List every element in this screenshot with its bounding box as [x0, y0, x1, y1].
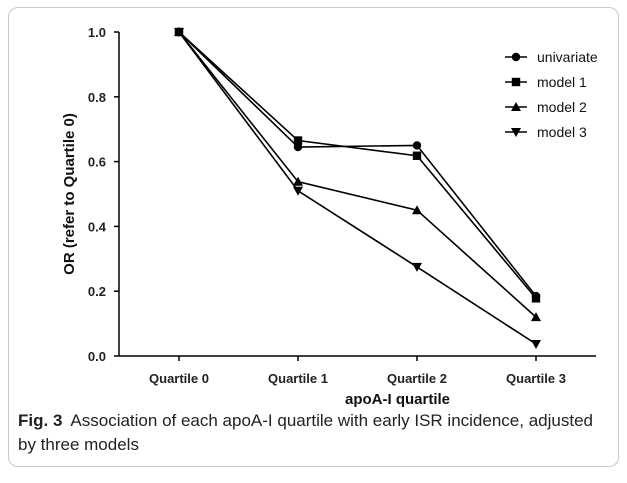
x-axis-title: apoA-I quartile: [345, 391, 450, 407]
legend-label: model 3: [537, 124, 587, 140]
series-model-3: [174, 28, 541, 350]
x-axis-ticks: Quartile 0 Quartile 1 Quartile 2 Quartile 3: [149, 356, 566, 386]
legend-item: model 2: [505, 99, 587, 115]
series-model-1: [174, 27, 541, 303]
legend-marker: [511, 52, 521, 62]
y-tick-label: 0.8: [88, 90, 106, 105]
legend-marker: [511, 102, 521, 111]
series-line: [178, 31, 537, 297]
data-point-triangle-up: [531, 312, 541, 322]
x-tick-label: Quartile 3: [506, 371, 566, 386]
legend: univariate model 1 model 2 model 3: [505, 49, 598, 140]
series-univariate: [174, 27, 541, 301]
x-tick-label: Quartile 2: [387, 371, 447, 386]
data-point-triangle-down: [174, 28, 184, 37]
data-point-square: [293, 136, 303, 145]
series-line: [178, 31, 537, 299]
figure-frame: [8, 7, 619, 467]
y-tick-label: 1.0: [88, 25, 106, 40]
series-line: [178, 31, 537, 318]
data-point-circle: [412, 141, 422, 150]
caption-text: Association of each apoA-I quartile with…: [18, 411, 593, 454]
x-tick-label: Quartile 0: [149, 371, 209, 386]
series-layer: [174, 27, 541, 350]
data-point-triangle-down: [293, 186, 303, 196]
data-point-triangle-up: [412, 205, 422, 215]
data-point-circle: [293, 142, 303, 152]
figure-caption: Fig. 3 Association of each apoA-I quartil…: [18, 409, 610, 457]
data-point-triangle-up: [293, 176, 303, 186]
legend-item: univariate: [505, 49, 598, 65]
legend-marker: [511, 77, 521, 87]
legend-marker: [511, 128, 521, 137]
data-point-triangle-down: [531, 340, 541, 350]
legend-label: model 1: [537, 74, 587, 90]
legend-item: model 3: [505, 124, 587, 140]
data-point-triangle-down: [412, 262, 422, 272]
y-tick-label: 0.6: [88, 155, 106, 170]
y-tick-label: 0.0: [88, 349, 106, 364]
legend-item: model 1: [505, 74, 587, 90]
chart-axes: [118, 32, 596, 357]
data-point-square: [531, 294, 541, 303]
y-tick-label: 0.2: [88, 284, 106, 299]
y-axis-title: OR (refer to Quartile 0): [61, 113, 78, 275]
data-point-square: [412, 151, 422, 160]
legend-label: univariate: [537, 49, 598, 65]
series-line: [178, 31, 537, 345]
legend-label: model 2: [537, 99, 587, 115]
y-axis-ticks: 0.0 0.2 0.4 0.6 0.8 1.0: [88, 25, 119, 364]
series-model-2: [174, 27, 541, 322]
y-tick-label: 0.4: [88, 219, 107, 234]
x-tick-label: Quartile 1: [268, 371, 328, 386]
figure-label: Fig. 3: [18, 411, 63, 430]
